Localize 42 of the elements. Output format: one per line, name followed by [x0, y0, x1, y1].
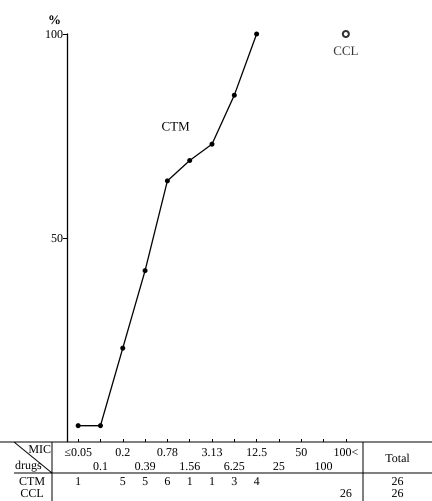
x-tick-label: 0.78	[156, 445, 178, 459]
x-tick-label: 1.56	[179, 459, 200, 473]
text: 26	[340, 486, 352, 500]
text: 1	[209, 474, 215, 488]
point	[142, 268, 148, 274]
x-tick-label: 0.39	[134, 459, 156, 473]
text: CCL	[20, 486, 44, 500]
x-axis-title: MIC	[28, 442, 51, 456]
x-tick-label: 100	[314, 459, 333, 473]
x-tick-label: 50	[295, 445, 308, 459]
point	[76, 423, 81, 428]
point	[232, 92, 237, 98]
point	[98, 423, 103, 428]
text: drugs	[15, 458, 42, 472]
text: CTM	[18, 474, 46, 488]
point	[120, 346, 126, 351]
x-tick-label: 0.1	[92, 459, 108, 473]
x-tick-label: 6.25	[224, 459, 245, 473]
text: 4	[254, 474, 260, 488]
text: 3	[231, 474, 238, 488]
x-tick-label: 100<	[333, 445, 358, 459]
text: 6	[164, 474, 170, 488]
text: 1	[75, 474, 82, 488]
x-tick-label: ≤0.05	[64, 445, 92, 459]
point	[164, 178, 170, 184]
point	[210, 142, 214, 147]
text: 5	[142, 474, 148, 488]
series-label: CTM	[162, 118, 190, 134]
text: 5	[120, 474, 126, 488]
point	[187, 158, 192, 163]
point	[342, 30, 350, 38]
x-tick-label: 12.5	[246, 445, 268, 459]
x-tick-label: 25	[272, 459, 285, 473]
series-label: CCL	[333, 43, 359, 58]
text: 1	[186, 474, 193, 488]
text: 26	[392, 486, 404, 500]
text: Total	[385, 451, 410, 465]
x-tick-label: 0.2	[115, 445, 130, 459]
point	[254, 32, 260, 36]
text: 26	[392, 474, 404, 488]
y-axis-title: %	[48, 12, 61, 27]
x-tick-label: 3.13	[202, 445, 222, 459]
